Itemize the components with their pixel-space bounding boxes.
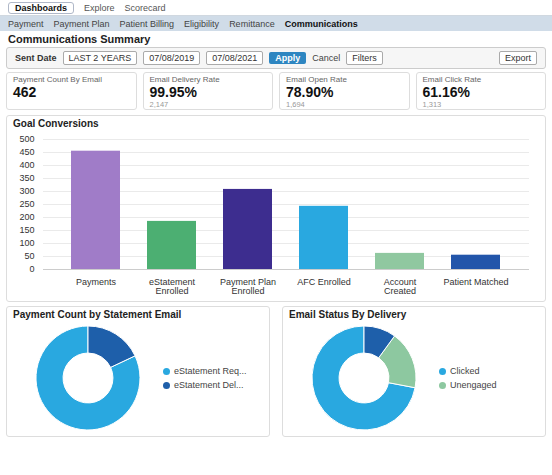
svg-text:Payments: Payments bbox=[76, 277, 117, 287]
html-text:Communications Summary: Communications Summary bbox=[8, 33, 151, 45]
html-text:Payment Plan: Payment Plan bbox=[53, 18, 110, 29]
svg-text:450: 450 bbox=[19, 147, 34, 157]
html-text:Unengaged: Unengaged bbox=[450, 380, 497, 390]
html-text:462: 462 bbox=[13, 84, 37, 100]
html-text:Filters: Filters bbox=[352, 53, 377, 63]
html-text:LAST 2 YEARS: LAST 2 YEARS bbox=[68, 53, 132, 63]
svg-text:350: 350 bbox=[19, 173, 34, 183]
html-text:1,694: 1,694 bbox=[286, 100, 305, 109]
svg-text:AFC Enrolled: AFC Enrolled bbox=[297, 277, 351, 287]
svg-text:0: 0 bbox=[29, 264, 34, 274]
svg-text:200: 200 bbox=[19, 212, 34, 222]
svg-text:500: 500 bbox=[19, 134, 34, 144]
svg-text:Payment PlanEnrolled: Payment PlanEnrolled bbox=[220, 277, 276, 296]
html-text:Scorecard: Scorecard bbox=[124, 2, 166, 13]
html-text:07/08/2021: 07/08/2021 bbox=[212, 53, 258, 63]
svg-text:eStatementEnrolled: eStatementEnrolled bbox=[149, 277, 196, 296]
html-text:Sent Date: Sent Date bbox=[15, 53, 57, 63]
html-text:eStatement Req...: eStatement Req... bbox=[174, 366, 247, 376]
svg-text:400: 400 bbox=[19, 160, 34, 170]
svg-text:50: 50 bbox=[24, 251, 34, 261]
svg-text:300: 300 bbox=[19, 186, 34, 196]
html-text:Cancel: Cancel bbox=[312, 53, 341, 63]
html-text:Payment: Payment bbox=[8, 18, 44, 29]
html-text:eStatement Del...: eStatement Del... bbox=[174, 380, 244, 390]
html-text:99.95%: 99.95% bbox=[149, 84, 197, 100]
html-text:07/08/2019: 07/08/2019 bbox=[149, 53, 195, 63]
html-text:Explore: Explore bbox=[84, 2, 115, 13]
html-text:Payment Count by Statement Ema: Payment Count by Statement Email bbox=[13, 309, 182, 320]
html-text:Export: Export bbox=[505, 53, 531, 63]
html-text:Email Click Rate: Email Click Rate bbox=[422, 75, 482, 84]
html-text:Payment Count By Email: Payment Count By Email bbox=[13, 75, 102, 84]
html-text:Remittance: Remittance bbox=[229, 18, 275, 29]
html-text:78.90%: 78.90% bbox=[286, 84, 334, 100]
html-text:Dashboards: Dashboards bbox=[15, 2, 67, 13]
svg-text:100: 100 bbox=[19, 238, 34, 248]
svg-text:150: 150 bbox=[19, 225, 34, 235]
html-text:Goal Conversions: Goal Conversions bbox=[13, 118, 99, 129]
svg-text:Patient Matched: Patient Matched bbox=[443, 277, 508, 287]
html-text:1,313: 1,313 bbox=[422, 100, 442, 109]
html-text:Eligibility: Eligibility bbox=[184, 18, 220, 29]
html-text:Clicked: Clicked bbox=[450, 366, 480, 376]
svg-text:250: 250 bbox=[19, 199, 34, 209]
html-text:61.16%: 61.16% bbox=[422, 84, 470, 100]
svg-text:AccountCreated: AccountCreated bbox=[384, 277, 417, 296]
html-text:Email Open Rate: Email Open Rate bbox=[286, 75, 347, 84]
html-text:2,147: 2,147 bbox=[149, 100, 169, 109]
html-text:Patient Billing: Patient Billing bbox=[119, 18, 175, 29]
html-text:Apply: Apply bbox=[275, 53, 301, 63]
html-text:Communications: Communications bbox=[284, 18, 358, 29]
html-text:Email Delivery Rate: Email Delivery Rate bbox=[149, 75, 220, 84]
html-text:Email Status By Delivery: Email Status By Delivery bbox=[289, 309, 407, 320]
